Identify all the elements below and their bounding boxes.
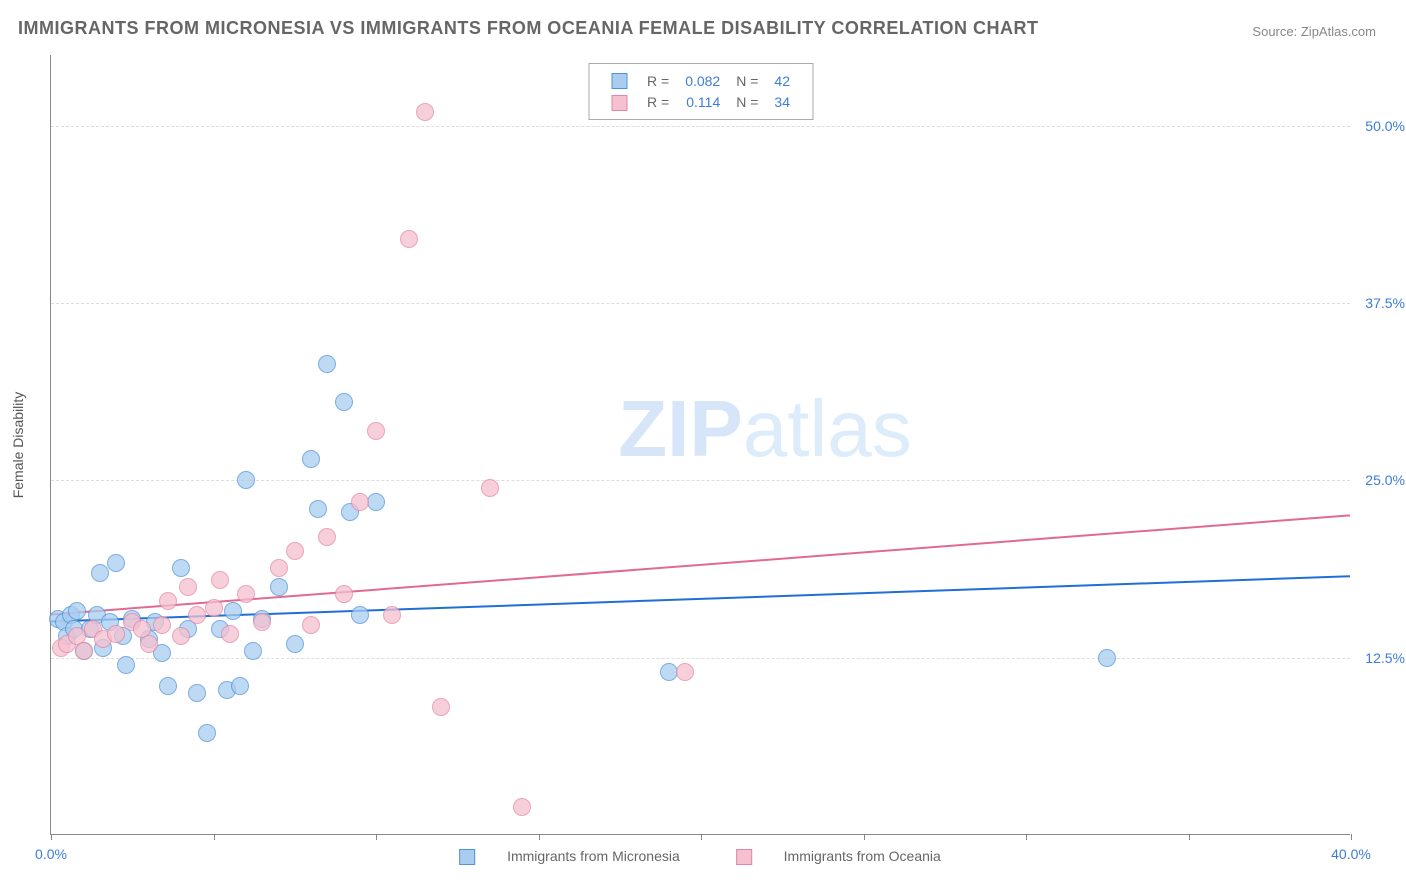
- data-point: [286, 635, 304, 653]
- data-point: [244, 642, 262, 660]
- legend-swatch: [611, 95, 627, 111]
- legend-swatch: [459, 849, 475, 865]
- data-point: [400, 230, 418, 248]
- y-tick-label: 25.0%: [1365, 472, 1405, 488]
- gridline: [51, 658, 1350, 659]
- data-point: [335, 585, 353, 603]
- source-name: ZipAtlas.com: [1301, 24, 1376, 39]
- data-point: [211, 571, 229, 589]
- data-point: [383, 606, 401, 624]
- legend-r-value: 0.082: [677, 70, 728, 91]
- page-title: IMMIGRANTS FROM MICRONESIA VS IMMIGRANTS…: [18, 18, 1038, 39]
- data-point: [237, 585, 255, 603]
- data-point: [270, 559, 288, 577]
- data-point: [286, 542, 304, 560]
- legend-n-value: 34: [766, 91, 798, 112]
- x-tick: [701, 834, 702, 840]
- data-point: [159, 677, 177, 695]
- data-point: [179, 578, 197, 596]
- chart-area: ZIPatlas Female Disability R =0.082N =42…: [50, 55, 1350, 835]
- legend-swatch: [736, 849, 752, 865]
- data-point: [231, 677, 249, 695]
- y-axis-label: Female Disability: [10, 392, 26, 499]
- x-tick-label: 40.0%: [1331, 846, 1371, 862]
- legend-swatch: [611, 73, 627, 89]
- data-point: [302, 616, 320, 634]
- source-label: Source:: [1252, 24, 1297, 39]
- x-tick: [1189, 834, 1190, 840]
- data-point: [91, 564, 109, 582]
- data-point: [117, 656, 135, 674]
- x-tick: [1026, 834, 1027, 840]
- data-point: [153, 616, 171, 634]
- data-point: [140, 635, 158, 653]
- legend-r-label: R =: [639, 91, 677, 112]
- y-tick-label: 37.5%: [1365, 295, 1405, 311]
- legend-correlation-row: R =0.082N =42: [603, 70, 798, 91]
- legend-n-value: 42: [766, 70, 798, 91]
- data-point: [198, 724, 216, 742]
- data-point: [205, 599, 223, 617]
- data-point: [318, 355, 336, 373]
- data-point: [253, 613, 271, 631]
- legend-label: Immigrants from Micronesia: [507, 848, 680, 864]
- y-tick-label: 12.5%: [1365, 650, 1405, 666]
- legend-correlation-row: R =0.114N =34: [603, 91, 798, 112]
- data-point: [1098, 649, 1116, 667]
- legend-n-label: N =: [728, 70, 766, 91]
- x-tick: [1351, 834, 1352, 840]
- data-point: [270, 578, 288, 596]
- data-point: [432, 698, 450, 716]
- x-tick: [51, 834, 52, 840]
- legend-bottom: Immigrants from Micronesia Immigrants fr…: [431, 848, 969, 865]
- data-point: [159, 592, 177, 610]
- data-point: [172, 627, 190, 645]
- data-point: [367, 422, 385, 440]
- data-point: [188, 684, 206, 702]
- trend-lines: [51, 55, 1350, 834]
- data-point: [302, 450, 320, 468]
- data-point: [107, 625, 125, 643]
- x-tick-label: 0.0%: [35, 846, 67, 862]
- y-tick-label: 50.0%: [1365, 118, 1405, 134]
- data-point: [481, 479, 499, 497]
- source-credit: Source: ZipAtlas.com: [1252, 24, 1376, 39]
- x-tick: [539, 834, 540, 840]
- data-point: [221, 625, 239, 643]
- x-tick: [864, 834, 865, 840]
- gridline: [51, 303, 1350, 304]
- legend-item: Immigrants from Micronesia: [445, 848, 694, 864]
- data-point: [237, 471, 255, 489]
- legend-r-label: R =: [639, 70, 677, 91]
- x-tick: [376, 834, 377, 840]
- legend-item: Immigrants from Oceania: [722, 848, 955, 864]
- data-point: [172, 559, 190, 577]
- legend-r-value: 0.114: [677, 91, 728, 112]
- data-point: [309, 500, 327, 518]
- x-tick: [214, 834, 215, 840]
- data-point: [335, 393, 353, 411]
- plot-region: R =0.082N =42R =0.114N =34 12.5%25.0%37.…: [50, 55, 1350, 835]
- gridline: [51, 126, 1350, 127]
- legend-n-label: N =: [728, 91, 766, 112]
- data-point: [351, 606, 369, 624]
- data-point: [367, 493, 385, 511]
- legend-correlation-box: R =0.082N =42R =0.114N =34: [588, 63, 813, 120]
- legend-label: Immigrants from Oceania: [784, 848, 941, 864]
- data-point: [75, 642, 93, 660]
- data-point: [351, 493, 369, 511]
- data-point: [68, 602, 86, 620]
- data-point: [676, 663, 694, 681]
- data-point: [318, 528, 336, 546]
- data-point: [416, 103, 434, 121]
- data-point: [107, 554, 125, 572]
- data-point: [224, 602, 242, 620]
- data-point: [513, 798, 531, 816]
